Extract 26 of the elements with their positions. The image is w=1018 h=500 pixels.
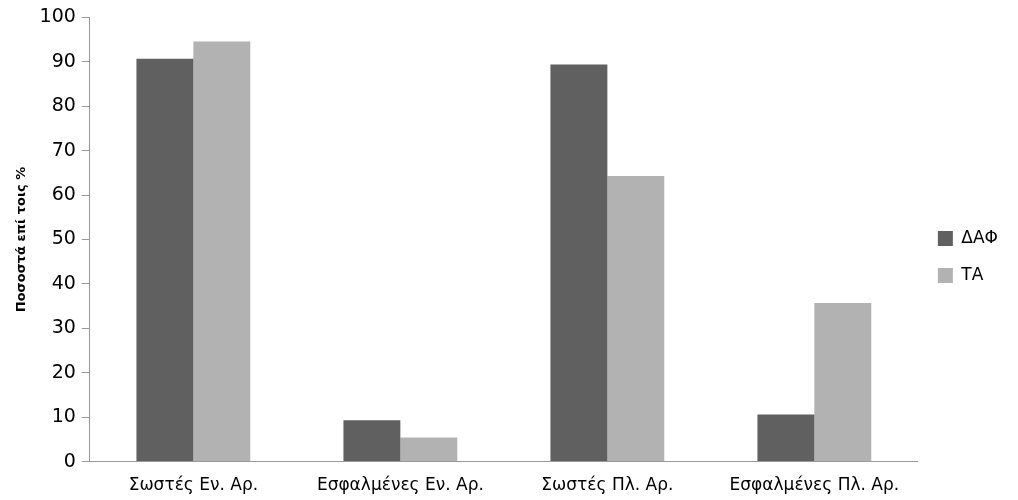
bar: [814, 303, 872, 462]
y-tick-label: 10: [51, 404, 76, 427]
y-tick-label: 60: [51, 182, 76, 205]
y-tick-label: 0: [63, 448, 76, 471]
x-tick-label: Σωστές Πλ. Αρ.: [541, 474, 674, 495]
bar: [136, 58, 194, 462]
legend-label: ΤΑ: [960, 263, 984, 284]
bar: [343, 420, 401, 462]
x-tick-label: Σωστές Εν. Αρ.: [128, 474, 259, 495]
y-tick-label: 50: [51, 226, 76, 249]
x-tick-label: Εσφαλμένες Εν. Αρ.: [316, 474, 484, 495]
bar: [757, 414, 815, 462]
y-tick-label: 70: [51, 137, 76, 160]
x-tick-label: Εσφαλμένες Πλ. Αρ.: [729, 474, 900, 495]
y-tick-label: 90: [51, 48, 76, 71]
y-tick-label: 30: [51, 315, 76, 338]
y-tick-label: 100: [39, 4, 76, 27]
legend-label: ΔΑΦ: [961, 226, 998, 247]
y-tick-label: 40: [51, 270, 76, 293]
y-axis-title: Ποσοστά επί τοις %: [13, 166, 29, 313]
bar: [193, 41, 251, 462]
bar: [400, 437, 458, 462]
bar: [607, 175, 665, 462]
y-tick-label: 80: [51, 93, 76, 116]
y-tick-label: 20: [51, 359, 76, 382]
bar: [550, 64, 608, 462]
